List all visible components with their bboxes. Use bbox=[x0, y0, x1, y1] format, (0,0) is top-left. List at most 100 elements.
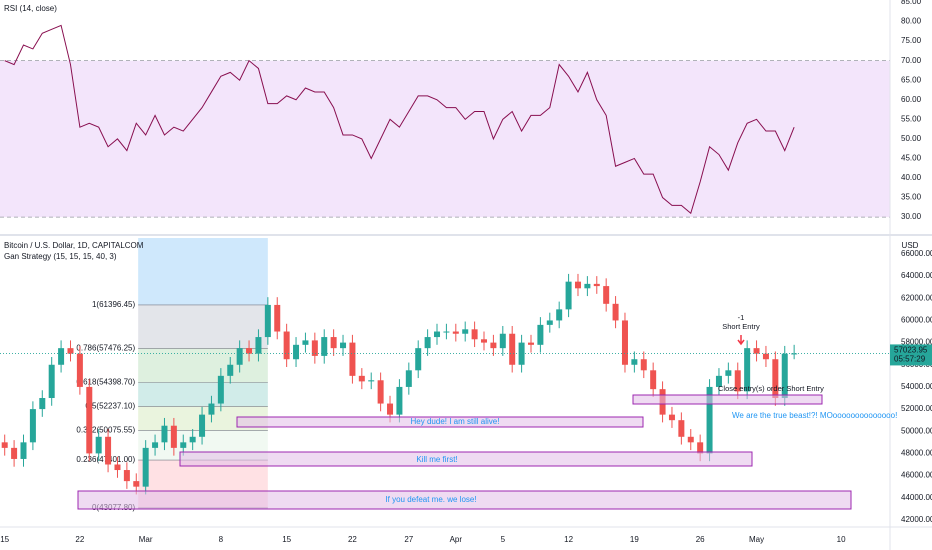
x-tick-label: 15 bbox=[0, 535, 9, 544]
candle-body bbox=[20, 442, 27, 459]
candle-body bbox=[58, 348, 65, 365]
candle-body bbox=[29, 409, 36, 443]
strategy-title: Gan Strategy (15, 15, 15, 40, 3) bbox=[4, 252, 117, 261]
y-tick-label: 48000.00 bbox=[901, 449, 932, 458]
candle-body bbox=[574, 281, 581, 289]
candle-body bbox=[424, 337, 431, 349]
candle-body bbox=[11, 447, 18, 459]
candle-body bbox=[584, 283, 591, 289]
candle-body bbox=[340, 342, 347, 349]
candle-body bbox=[246, 348, 253, 354]
candle-body bbox=[76, 353, 83, 387]
y-tick-label: 75.00 bbox=[901, 36, 922, 45]
y-tick-label: 45.00 bbox=[901, 154, 922, 163]
fib-zone bbox=[138, 348, 268, 383]
candle-body bbox=[86, 386, 93, 454]
x-tick-label: 8 bbox=[219, 535, 224, 544]
y-tick-label: 55.00 bbox=[901, 114, 922, 123]
candle-body bbox=[462, 329, 469, 334]
fib-label: 0.382(50075.55) bbox=[76, 426, 135, 435]
x-tick-label: 12 bbox=[564, 535, 573, 544]
candle-body bbox=[734, 370, 741, 392]
candle-body bbox=[443, 331, 450, 333]
y-tick-label: 46000.00 bbox=[901, 471, 932, 480]
x-tick-label: 5 bbox=[501, 535, 506, 544]
candle-body bbox=[518, 342, 525, 365]
background-layer bbox=[0, 60, 890, 509]
candle-body bbox=[687, 436, 694, 443]
x-tick-label: Mar bbox=[139, 535, 153, 544]
candle-body bbox=[603, 286, 610, 304]
candle-body bbox=[490, 342, 497, 349]
candle-body bbox=[349, 342, 356, 376]
candle-body bbox=[255, 337, 262, 354]
fib-label: 0.786(57476.25) bbox=[76, 344, 135, 353]
rsi-line bbox=[4, 24, 795, 215]
candle-body bbox=[481, 339, 488, 343]
y-tick-label: 65.00 bbox=[901, 75, 922, 84]
candle-body bbox=[142, 447, 149, 487]
fib-zone bbox=[138, 382, 268, 407]
annotation-text: Kill me first! bbox=[416, 455, 457, 464]
y-tick-label: 60.00 bbox=[901, 95, 922, 104]
y-tick-label: 64000.00 bbox=[901, 271, 932, 280]
y-tick-label: 70.00 bbox=[901, 56, 922, 65]
y-tick-label: 80.00 bbox=[901, 17, 922, 26]
y-tick-label: 35.00 bbox=[901, 193, 922, 202]
candle-body bbox=[114, 464, 121, 471]
candle-body bbox=[452, 331, 459, 334]
candle-body bbox=[791, 353, 798, 355]
y-tick-label: 60000.00 bbox=[901, 316, 932, 325]
candle-body bbox=[274, 304, 281, 332]
countdown: 05:57:29 bbox=[894, 355, 926, 364]
candle-body bbox=[434, 331, 441, 338]
candle-body bbox=[556, 309, 563, 321]
fib-label: 0.5(52237.10) bbox=[85, 402, 135, 411]
candle-body bbox=[330, 337, 337, 349]
annotation-box bbox=[179, 451, 753, 467]
annotation-box bbox=[77, 490, 852, 510]
currency: USD bbox=[902, 241, 919, 250]
y-tick-label: 50000.00 bbox=[901, 426, 932, 435]
last-price-tag bbox=[890, 344, 932, 366]
candle-body bbox=[668, 414, 675, 421]
candle-body bbox=[95, 436, 102, 454]
annotation-text: Short Entry bbox=[722, 322, 760, 331]
candle-body bbox=[189, 436, 196, 443]
annotation-text: Hey dude! I am still alive! bbox=[411, 417, 500, 426]
candle-body bbox=[387, 403, 394, 415]
candle-body bbox=[264, 304, 271, 338]
x-tick-label: 27 bbox=[404, 535, 413, 544]
candle-body bbox=[283, 331, 290, 360]
candle-body bbox=[537, 324, 544, 345]
candle-body bbox=[546, 320, 553, 325]
y-tick-label: 52000.00 bbox=[901, 404, 932, 413]
candle-body bbox=[762, 353, 769, 360]
candle-body bbox=[302, 340, 309, 345]
annotation-text: Close entry(s) order Short Entry bbox=[718, 384, 824, 393]
candle-body bbox=[321, 337, 328, 356]
candle-body bbox=[152, 442, 159, 448]
candle-body bbox=[678, 420, 685, 437]
candle-body bbox=[161, 425, 168, 443]
y-tick-label: 30.00 bbox=[901, 212, 922, 221]
candle-body bbox=[227, 364, 234, 376]
candle-body bbox=[105, 436, 112, 465]
x-tick-label: 22 bbox=[75, 535, 84, 544]
annotations: If you defeat me. we lose! Kill me first… bbox=[77, 313, 897, 510]
candle-body bbox=[368, 380, 375, 382]
candle-body bbox=[170, 425, 177, 448]
annotation-text: -1 bbox=[738, 313, 745, 322]
candle-body bbox=[650, 370, 657, 390]
candle-body bbox=[199, 414, 206, 437]
x-tick-label: May bbox=[749, 535, 764, 544]
candle-body bbox=[715, 375, 722, 387]
candle-body bbox=[527, 342, 534, 345]
x-tick-label: 19 bbox=[630, 535, 639, 544]
x-tick-label: Apr bbox=[450, 535, 463, 544]
candle-body bbox=[593, 283, 600, 287]
candle-body bbox=[1, 442, 8, 448]
y-tick-label: 42000.00 bbox=[901, 515, 932, 524]
y-tick-label: 62000.00 bbox=[901, 293, 932, 302]
y-tick-label: 54000.00 bbox=[901, 382, 932, 391]
